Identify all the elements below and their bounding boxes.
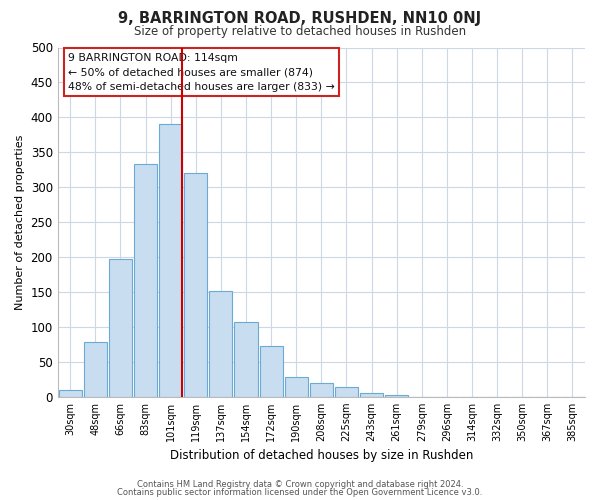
- Bar: [184, 172, 208, 397]
- Bar: [310, 383, 333, 397]
- Y-axis label: Number of detached properties: Number of detached properties: [15, 134, 25, 310]
- Text: Size of property relative to detached houses in Rushden: Size of property relative to detached ho…: [134, 25, 466, 38]
- Bar: [335, 387, 358, 397]
- Bar: [385, 396, 408, 397]
- Bar: [134, 164, 157, 397]
- Bar: [235, 322, 257, 397]
- Bar: [109, 259, 132, 397]
- Text: Contains HM Land Registry data © Crown copyright and database right 2024.: Contains HM Land Registry data © Crown c…: [137, 480, 463, 489]
- Bar: [260, 346, 283, 397]
- Text: Contains public sector information licensed under the Open Government Licence v3: Contains public sector information licen…: [118, 488, 482, 497]
- Bar: [209, 292, 232, 397]
- Bar: [84, 342, 107, 397]
- Text: 9 BARRINGTON ROAD: 114sqm
← 50% of detached houses are smaller (874)
48% of semi: 9 BARRINGTON ROAD: 114sqm ← 50% of detac…: [68, 52, 335, 92]
- Bar: [59, 390, 82, 397]
- Bar: [159, 124, 182, 397]
- Bar: [284, 376, 308, 397]
- Text: 9, BARRINGTON ROAD, RUSHDEN, NN10 0NJ: 9, BARRINGTON ROAD, RUSHDEN, NN10 0NJ: [118, 11, 482, 26]
- Bar: [360, 394, 383, 397]
- X-axis label: Distribution of detached houses by size in Rushden: Distribution of detached houses by size …: [170, 450, 473, 462]
